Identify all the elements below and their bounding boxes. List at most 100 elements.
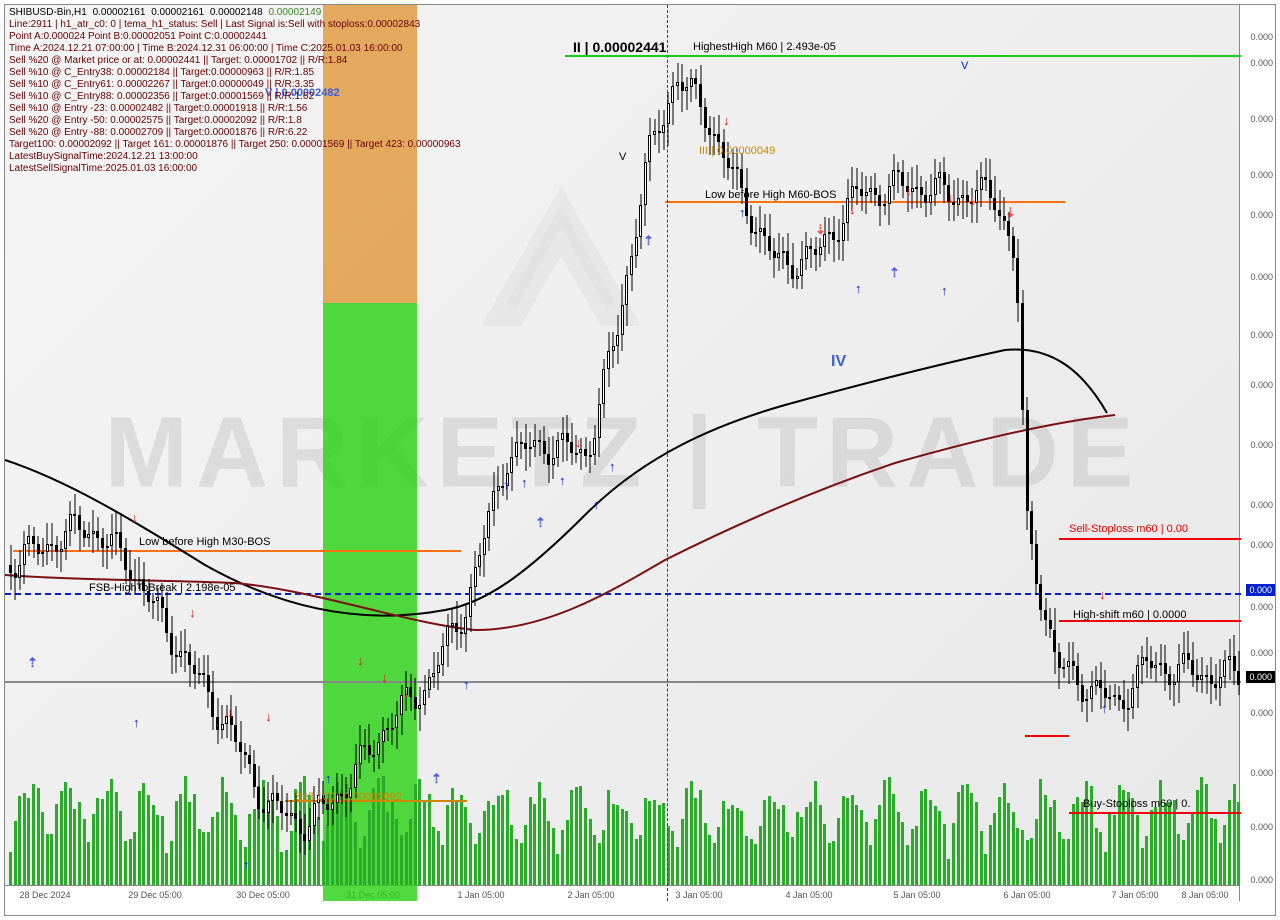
- volume-bar: [170, 841, 173, 885]
- horizontal-line: [1059, 538, 1241, 540]
- volume-bar: [1113, 815, 1116, 886]
- volume-bar: [133, 832, 136, 885]
- volume-bar: [409, 819, 412, 885]
- info-line: Sell %10 @ C_Entry38: 0.00002184 || Targ…: [9, 67, 461, 79]
- volume-bar: [529, 797, 532, 885]
- volume-bar: [791, 837, 794, 885]
- plot-area[interactable]: MARKETZ | TRADE ⇡↓↑↓↓↑↓↑↓↓↓⇡↑↑↑⇡↑↓↑↑⇡↓↑⇣…: [5, 5, 1241, 901]
- volume-bar: [446, 805, 449, 885]
- volume-bar: [221, 777, 224, 885]
- volume-bar: [326, 825, 329, 885]
- volume-bar: [188, 802, 191, 885]
- signal-arrow-up: ↑: [521, 475, 528, 490]
- volume-bar: [570, 790, 573, 885]
- volume-bar: [138, 791, 141, 885]
- time-tick: 5 Jan 05:00: [893, 890, 940, 900]
- horizontal-line: [13, 550, 461, 552]
- ohlc-l: 0.00002148: [210, 7, 263, 18]
- volume-bar: [441, 845, 444, 885]
- volume-bar: [1237, 802, 1240, 885]
- volume-bar: [239, 840, 242, 885]
- volume-bar: [957, 792, 960, 885]
- volume-bar: [750, 839, 753, 885]
- volume-bar: [653, 800, 656, 885]
- volume-bar: [1007, 803, 1010, 885]
- volume-bar: [193, 794, 196, 885]
- volume-bar: [285, 850, 288, 885]
- volume-bar: [607, 790, 610, 885]
- price-tick: 0.000: [1250, 648, 1273, 658]
- signal-arrow-down: ↓: [947, 190, 954, 205]
- chart-label: High-shift m60 | 0.0000: [1073, 609, 1187, 621]
- volume-bar: [975, 802, 978, 885]
- chart-label: V: [961, 60, 968, 72]
- dashed-price-badge: 0.000: [1246, 584, 1275, 596]
- chart-label: Low before High M30-BOS: [139, 536, 270, 548]
- volume-bar: [699, 790, 702, 885]
- volume-bar: [1164, 803, 1167, 885]
- volume-bar: [1187, 823, 1190, 885]
- volume-bar: [124, 841, 127, 885]
- price-tick: 0.000: [1250, 875, 1273, 885]
- volume-bar: [763, 800, 766, 885]
- volume-bar: [110, 779, 113, 885]
- volume-bar: [1168, 802, 1171, 885]
- volume-bar: [892, 794, 895, 885]
- volume-bar: [469, 823, 472, 885]
- volume-bar: [708, 835, 711, 885]
- signal-arrow-down: ↓: [381, 670, 388, 685]
- volume-bar: [1191, 813, 1194, 885]
- horizontal-line: [1025, 735, 1069, 737]
- volume-bar: [1026, 840, 1029, 885]
- chart-label: Sell-Stoploss m60 | 0.00: [1069, 523, 1188, 535]
- volume-bar: [1081, 802, 1084, 885]
- volume-bar: [87, 842, 90, 885]
- volume-bar: [846, 798, 849, 885]
- volume-bar: [768, 796, 771, 885]
- volume-bar: [773, 802, 776, 885]
- volume-bar: [616, 805, 619, 885]
- volume-bar: [943, 824, 946, 885]
- volume-bar: [207, 832, 210, 885]
- signal-arrow-outline-up: ⇡: [643, 233, 654, 249]
- signal-arrow-down: ↓: [227, 705, 234, 720]
- volume-bar: [64, 782, 67, 885]
- overlay-v: V: [619, 151, 626, 163]
- volume-bar: [1205, 784, 1208, 885]
- volume-bar: [731, 805, 734, 885]
- volume-bar: [842, 796, 845, 885]
- volume-bar: [165, 853, 168, 885]
- price-tick: 0.000: [1250, 768, 1273, 778]
- volume-bar: [386, 812, 389, 885]
- volume-bar: [556, 854, 559, 885]
- volume-bar: [533, 804, 536, 885]
- chart-label: HighestHigh M60 | 2.493e-05: [693, 41, 836, 53]
- volume-bar: [561, 830, 564, 885]
- volume-bar: [970, 793, 973, 885]
- price-tick: 0.000: [1250, 440, 1273, 450]
- volume-bar: [161, 816, 164, 885]
- volume-bar: [906, 845, 909, 885]
- time-axis: 28 Dec 202429 Dec 05:0030 Dec 05:0031 De…: [5, 885, 1241, 901]
- volume-bar: [796, 812, 799, 885]
- volume-bar: [14, 821, 17, 885]
- time-tick: 8 Jan 05:00: [1181, 890, 1228, 900]
- volume-bar: [639, 835, 642, 885]
- volume-bar: [883, 780, 886, 885]
- volume-bar: [538, 782, 541, 885]
- time-tick: 30 Dec 05:00: [236, 890, 290, 900]
- volume-bar: [179, 794, 182, 885]
- volume-bar: [1177, 834, 1180, 885]
- price-tick: 0.000: [1250, 272, 1273, 282]
- volume-bar: [464, 807, 467, 885]
- volume-bar: [96, 798, 99, 885]
- volume-bar: [359, 848, 362, 885]
- volume-bar: [984, 854, 987, 885]
- volume-bar: [566, 820, 569, 885]
- volume-bar: [1030, 838, 1033, 885]
- volume-bar: [874, 819, 877, 885]
- volume-bar: [635, 839, 638, 885]
- signal-arrow-down: ↓: [575, 435, 582, 450]
- volume-bar: [809, 802, 812, 885]
- info-block: SHIBUSD-Bin,H1 0.00002161 0.00002161 0.0…: [9, 7, 461, 175]
